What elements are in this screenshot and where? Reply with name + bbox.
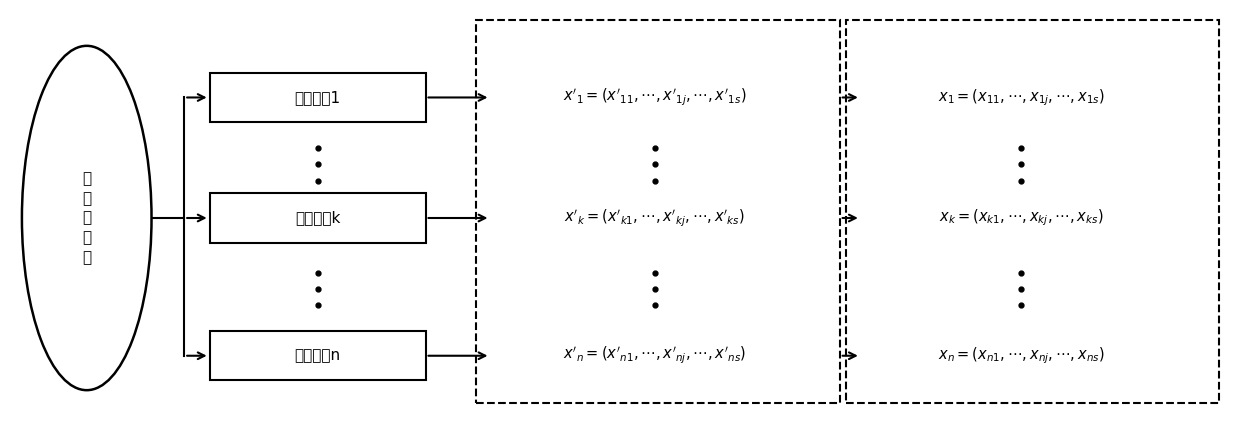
- FancyBboxPatch shape: [210, 193, 425, 243]
- Bar: [846, 20, 1219, 403]
- Text: $x_1=(x_{11},\cdots,x_{1j},\cdots,x_{1s})$: $x_1=(x_{11},\cdots,x_{1j},\cdots,x_{1s}…: [937, 87, 1105, 108]
- Text: $x'_k=(x'_{k1},\cdots,x'_{kj},\cdots,x'_{ks})$: $x'_k=(x'_{k1},\cdots,x'_{kj},\cdots,x'_…: [564, 208, 745, 228]
- FancyBboxPatch shape: [210, 73, 425, 122]
- Text: 运行状态k: 运行状态k: [295, 211, 340, 225]
- Text: $x_k=(x_{k1},\cdots,x_{kj},\cdots,x_{ks})$: $x_k=(x_{k1},\cdots,x_{kj},\cdots,x_{ks}…: [939, 208, 1104, 228]
- Text: $x'_1=(x'_{11},\cdots,x'_{1j},\cdots,x'_{1s})$: $x'_1=(x'_{11},\cdots,x'_{1j},\cdots,x'_…: [563, 87, 746, 108]
- Text: 被
保
护
馈
线: 被 保 护 馈 线: [82, 171, 92, 265]
- Text: 运行状态1: 运行状态1: [294, 90, 341, 105]
- Text: 运行状态n: 运行状态n: [294, 348, 341, 363]
- Text: $x'_n=(x'_{n1},\cdots,x'_{nj},\cdots,x'_{ns})$: $x'_n=(x'_{n1},\cdots,x'_{nj},\cdots,x'_…: [563, 345, 746, 366]
- Ellipse shape: [22, 46, 151, 390]
- Bar: [476, 20, 839, 403]
- FancyBboxPatch shape: [210, 331, 425, 381]
- Text: $x_n=(x_{n1},\cdots,x_{nj},\cdots,x_{ns})$: $x_n=(x_{n1},\cdots,x_{nj},\cdots,x_{ns}…: [937, 345, 1105, 366]
